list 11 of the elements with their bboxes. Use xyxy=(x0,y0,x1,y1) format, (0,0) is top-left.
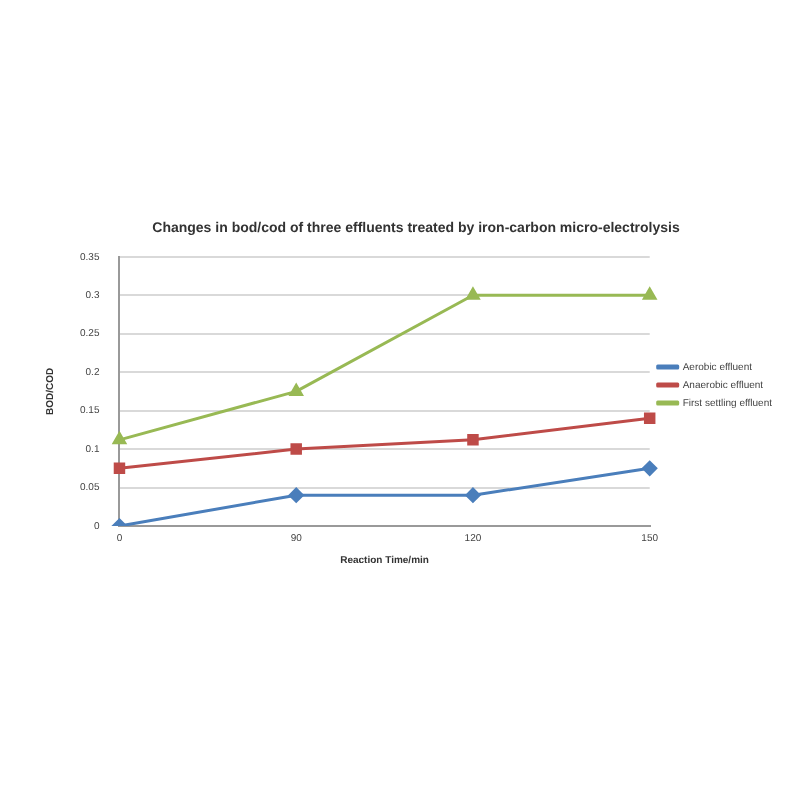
point xyxy=(643,287,657,300)
point xyxy=(465,487,481,503)
point xyxy=(289,383,303,396)
point xyxy=(642,460,658,476)
point xyxy=(290,443,302,455)
point xyxy=(112,432,127,445)
point xyxy=(467,434,479,446)
point xyxy=(288,487,304,503)
point xyxy=(466,287,480,300)
point xyxy=(113,462,126,475)
point xyxy=(643,412,656,425)
